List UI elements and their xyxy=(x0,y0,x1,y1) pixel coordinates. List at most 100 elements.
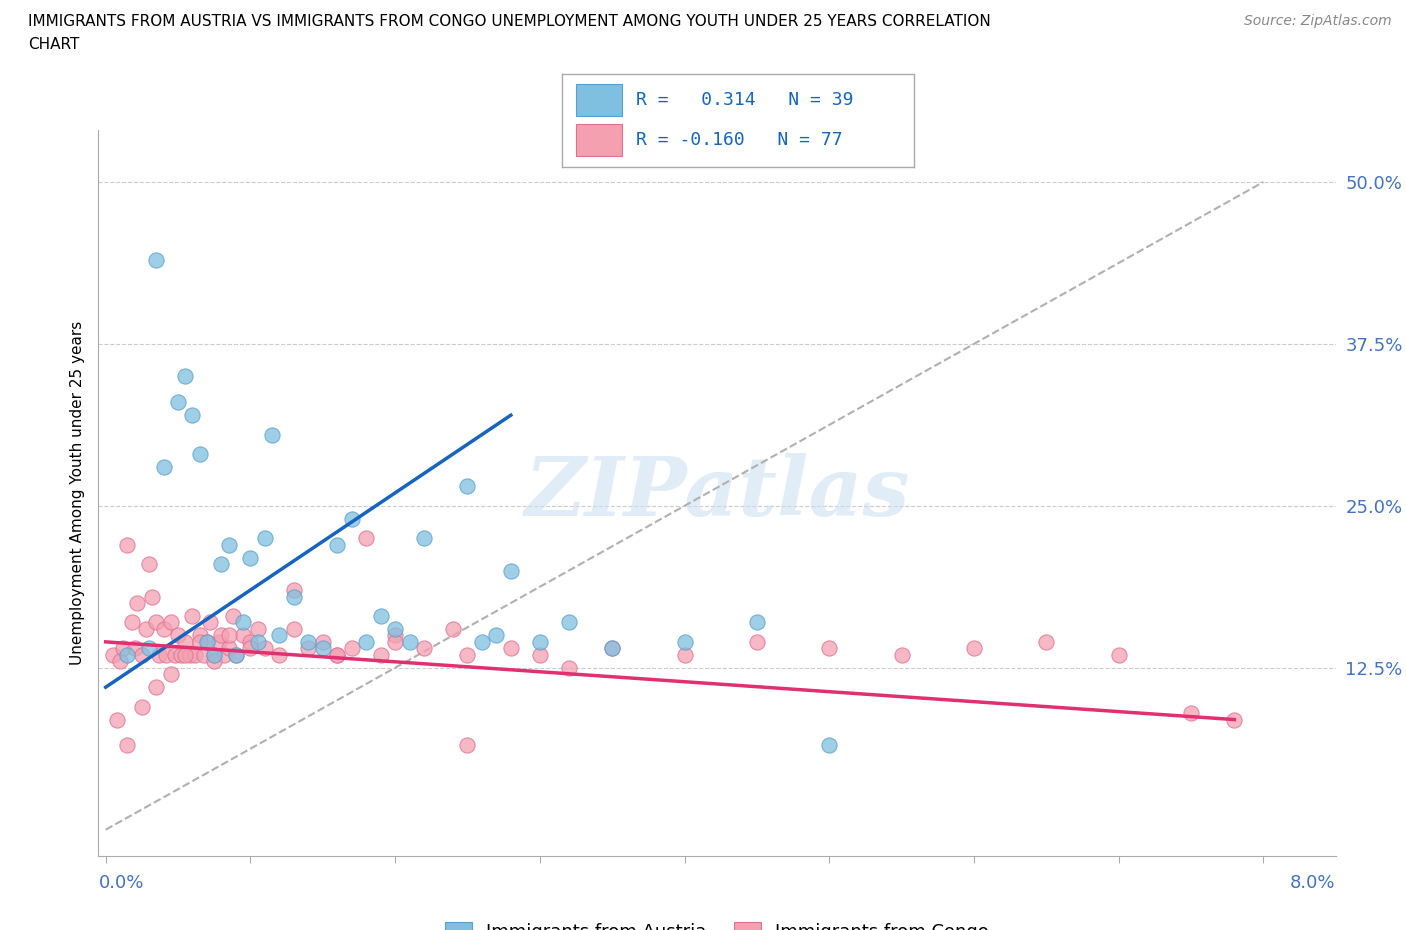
Text: IMMIGRANTS FROM AUSTRIA VS IMMIGRANTS FROM CONGO UNEMPLOYMENT AMONG YOUTH UNDER : IMMIGRANTS FROM AUSTRIA VS IMMIGRANTS FR… xyxy=(28,14,991,29)
Point xyxy=(159,615,181,630)
Y-axis label: Unemployment Among Youth under 25 years: Unemployment Among Youth under 25 years xyxy=(69,321,84,665)
Point xyxy=(963,641,986,656)
Point xyxy=(218,641,240,656)
Point xyxy=(600,641,623,656)
Point xyxy=(529,634,551,649)
Point xyxy=(159,667,181,682)
Point xyxy=(117,538,139,552)
Point xyxy=(145,252,167,267)
Point xyxy=(283,589,305,604)
Point xyxy=(269,628,291,643)
Point xyxy=(198,615,221,630)
Point xyxy=(890,647,912,662)
Point xyxy=(232,615,254,630)
FancyBboxPatch shape xyxy=(576,124,621,156)
Point xyxy=(152,621,174,636)
Point xyxy=(818,738,841,753)
FancyBboxPatch shape xyxy=(576,84,621,116)
Point xyxy=(117,738,139,753)
Text: R = -0.160   N = 77: R = -0.160 N = 77 xyxy=(636,130,842,149)
Point xyxy=(340,641,363,656)
Point xyxy=(1180,706,1202,721)
Point xyxy=(745,615,768,630)
Point xyxy=(239,641,262,656)
Point xyxy=(326,538,349,552)
Point xyxy=(184,647,207,662)
Point xyxy=(384,634,406,649)
Point xyxy=(232,628,254,643)
Point xyxy=(174,647,197,662)
Point xyxy=(225,647,247,662)
Point xyxy=(165,647,187,662)
Text: R =   0.314   N = 39: R = 0.314 N = 39 xyxy=(636,90,853,109)
Point xyxy=(370,608,392,623)
Point xyxy=(485,628,508,643)
Point xyxy=(209,557,232,572)
Point xyxy=(148,647,170,662)
Point xyxy=(558,615,581,630)
Point xyxy=(253,531,276,546)
Point xyxy=(105,712,128,727)
Point xyxy=(181,608,204,623)
Point xyxy=(135,621,157,636)
Point xyxy=(195,634,218,649)
Point xyxy=(370,647,392,662)
Point xyxy=(471,634,494,649)
Point xyxy=(326,647,349,662)
Point xyxy=(174,369,197,384)
Point xyxy=(131,699,153,714)
Point xyxy=(188,634,211,649)
Point xyxy=(269,647,291,662)
Point xyxy=(167,395,190,410)
Point xyxy=(1035,634,1057,649)
Point xyxy=(499,564,522,578)
Point xyxy=(1223,712,1246,727)
Point xyxy=(262,427,284,442)
Point xyxy=(152,459,174,474)
Point xyxy=(340,512,363,526)
Point xyxy=(141,589,163,604)
Point xyxy=(202,654,225,669)
Point xyxy=(117,647,139,662)
Point xyxy=(145,680,167,695)
Point xyxy=(253,641,276,656)
Point xyxy=(108,654,131,669)
Point xyxy=(155,647,177,662)
Point xyxy=(167,628,190,643)
Point xyxy=(745,634,768,649)
Point xyxy=(384,621,406,636)
Point xyxy=(239,634,262,649)
Text: CHART: CHART xyxy=(28,37,80,52)
Point xyxy=(214,647,236,662)
Point xyxy=(202,647,225,662)
Point xyxy=(499,641,522,656)
Point xyxy=(456,479,478,494)
Point xyxy=(456,647,478,662)
Point xyxy=(354,531,377,546)
Point xyxy=(413,641,436,656)
Point xyxy=(188,628,211,643)
Point xyxy=(600,641,623,656)
Point xyxy=(413,531,436,546)
Point xyxy=(312,641,335,656)
Point xyxy=(131,647,153,662)
Point xyxy=(209,628,232,643)
Point xyxy=(181,407,204,422)
Point xyxy=(138,557,160,572)
Point xyxy=(124,641,146,656)
Point xyxy=(297,641,319,656)
Point xyxy=(283,621,305,636)
Point xyxy=(246,634,269,649)
Text: Source: ZipAtlas.com: Source: ZipAtlas.com xyxy=(1244,14,1392,28)
Point xyxy=(529,647,551,662)
Point xyxy=(145,615,167,630)
Point xyxy=(225,647,247,662)
Point xyxy=(354,634,377,649)
Point xyxy=(193,647,215,662)
Point xyxy=(456,738,478,753)
Point xyxy=(218,538,240,552)
Point xyxy=(818,641,841,656)
Point xyxy=(441,621,464,636)
Point xyxy=(121,615,143,630)
Point xyxy=(127,595,149,610)
